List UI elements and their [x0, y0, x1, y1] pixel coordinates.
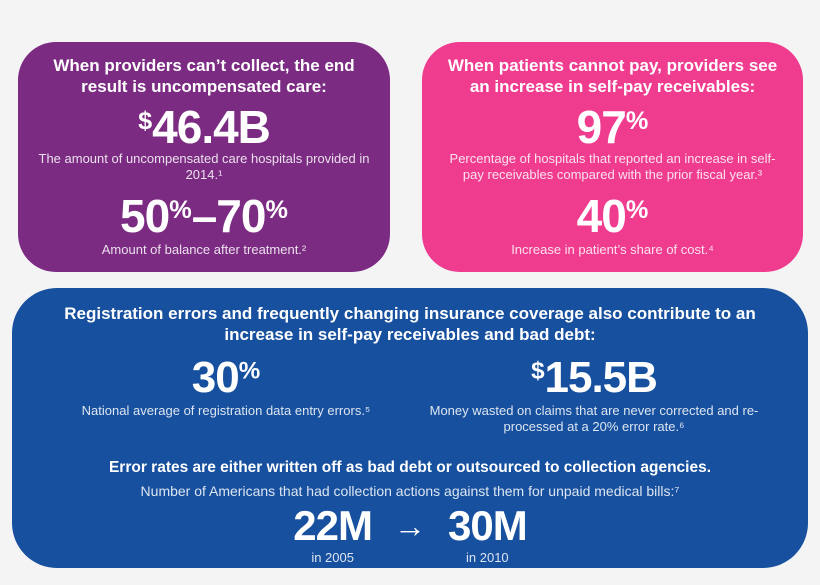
arrow-right-icon: →	[394, 508, 426, 545]
self-pay-increase-stat: 97%	[577, 104, 649, 150]
percent-sign: %	[625, 106, 649, 135]
balance-range-caption: Amount of balance after treatment.²	[101, 242, 307, 258]
dollar-sign: $	[138, 106, 153, 135]
wasted-claims-caption: Money wasted on claims that are never co…	[429, 402, 759, 435]
patient-cost-share-caption: Increase in patient’s share of cost.⁴	[511, 242, 714, 258]
stat-value: 15.5B	[544, 352, 658, 402]
collections-2005-stat: 22M	[293, 502, 373, 550]
bad-debt-statement: Error rates are either written off as ba…	[108, 459, 712, 477]
percent-sign: %	[265, 196, 288, 225]
stat-value: 30	[191, 352, 240, 402]
range-start-value: 50	[120, 190, 170, 243]
percent-sign: %	[625, 196, 649, 225]
stat-value: 97	[576, 100, 627, 153]
blue-stats-row: 30% National average of registration dat…	[42, 352, 778, 437]
wasted-claims-stat: $15.5B	[531, 352, 658, 402]
self-pay-panel: When patients cannot pay, providers see …	[422, 42, 803, 272]
self-pay-increase-caption: Percentage of hospitals that reported an…	[449, 150, 776, 183]
collections-comparison: 22M in 2005 → 30M in 2010	[293, 502, 528, 567]
range-dash: –	[191, 190, 218, 243]
registration-errors-panel: Registration errors and frequently chang…	[12, 288, 808, 568]
uncompensated-care-heading: When providers can’t collect, the end re…	[53, 56, 355, 97]
collections-2005-column: 22M in 2005	[293, 502, 373, 567]
registration-error-rate-column: 30% National average of registration dat…	[42, 352, 410, 437]
range-end-value: 70	[216, 190, 266, 243]
stat-value: 46.4B	[152, 100, 271, 153]
uncompensated-care-panel: When providers can’t collect, the end re…	[18, 42, 390, 272]
collections-2010-column: 30M in 2010	[448, 502, 528, 567]
balance-range-stat: 50%–70%	[120, 193, 288, 239]
self-pay-heading: When patients cannot pay, providers see …	[447, 56, 778, 97]
wasted-claims-column: $15.5B Money wasted on claims that are n…	[410, 352, 778, 437]
registration-error-rate-caption: National average of registration data en…	[81, 402, 371, 418]
collections-2010-label: in 2010	[466, 550, 509, 566]
dollar-sign: $	[531, 357, 545, 385]
collections-2010-stat: 30M	[448, 502, 528, 550]
uncompensated-care-amount-stat: $46.4B	[138, 100, 271, 153]
collections-caption: Number of Americans that had collection …	[140, 483, 680, 500]
percent-sign: %	[169, 196, 192, 225]
collections-2005-label: in 2005	[311, 550, 354, 566]
patient-cost-share-stat: 40%	[577, 193, 649, 239]
stat-value: 40	[576, 190, 627, 243]
registration-error-rate-stat: 30%	[191, 352, 261, 402]
uncompensated-care-caption: The amount of uncompensated care hospita…	[38, 150, 370, 183]
percent-sign: %	[238, 357, 261, 385]
registration-errors-heading: Registration errors and frequently chang…	[64, 304, 756, 345]
